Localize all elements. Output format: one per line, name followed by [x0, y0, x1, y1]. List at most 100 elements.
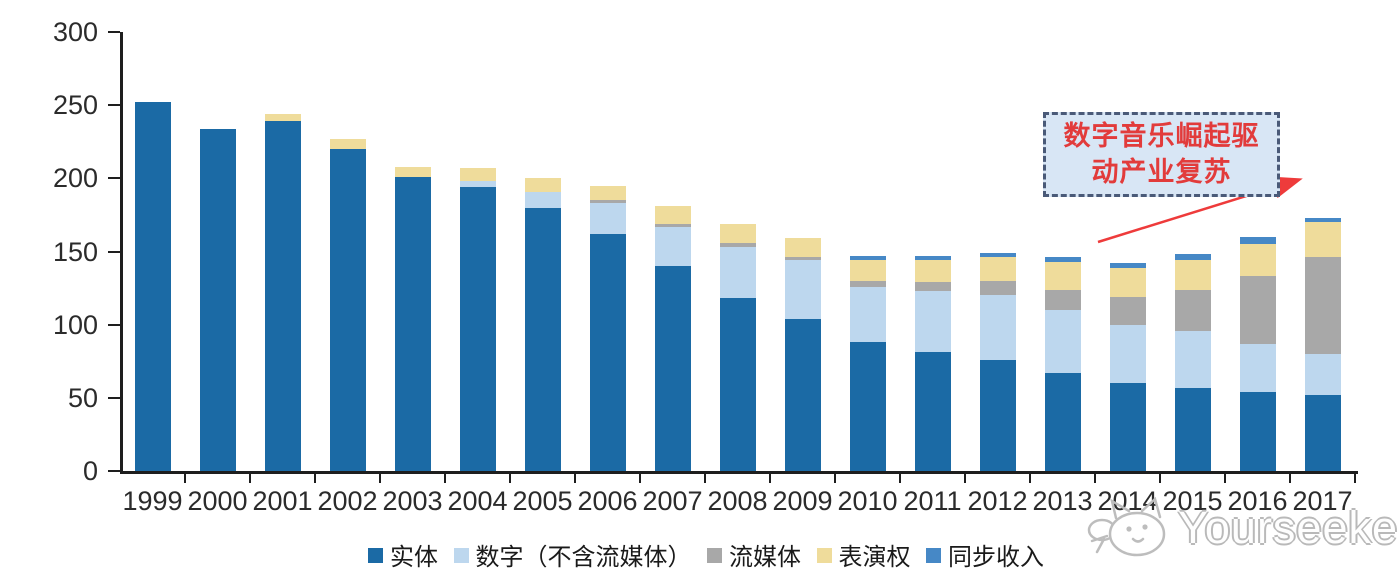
x-tick-label: 2012 — [967, 486, 1028, 516]
bar-segment — [1109, 383, 1146, 471]
bar-segment — [1174, 330, 1211, 388]
x-tick-mark — [444, 474, 446, 483]
bar-segment — [784, 257, 821, 261]
bar-segment — [1239, 391, 1276, 471]
x-tick-label: 1999 — [122, 486, 183, 516]
bar-segment — [459, 168, 496, 182]
bar-segment — [459, 181, 496, 188]
bar-segment — [1239, 236, 1276, 245]
x-tick-mark — [834, 474, 836, 483]
bar-2007 — [654, 0, 691, 471]
x-tick-label: 2007 — [642, 486, 703, 516]
bar-segment — [979, 257, 1016, 281]
x-tick-label: 2000 — [187, 486, 248, 516]
bar-segment — [914, 352, 951, 471]
x-tick-mark — [964, 474, 966, 483]
bar-segment — [719, 223, 756, 243]
legend-label: 实体 — [390, 544, 438, 571]
bar-segment — [264, 113, 301, 122]
bar-segment — [1304, 217, 1341, 223]
bar-2004 — [459, 0, 496, 471]
y-tick-label: 50 — [67, 382, 98, 413]
cat-doodle-icon — [1087, 496, 1166, 557]
x-tick-label: 2004 — [447, 486, 508, 516]
bar-2006 — [589, 0, 626, 471]
legend-item: 表演权 — [816, 537, 911, 572]
y-tick-label: 100 — [52, 309, 98, 340]
bar-segment — [914, 291, 951, 353]
y-tick-label: 200 — [52, 163, 98, 194]
x-tick-label: 2011 — [903, 486, 962, 516]
legend-swatch-icon — [707, 548, 722, 563]
x-tick-label: 2001 — [252, 486, 313, 516]
bar-segment — [719, 298, 756, 471]
bar-segment — [1044, 310, 1081, 373]
bar-segment — [1304, 353, 1341, 395]
x-tick-mark — [314, 474, 316, 483]
x-tick-mark — [1289, 474, 1291, 483]
x-tick-mark — [899, 474, 901, 483]
legend-label: 表演权 — [838, 544, 911, 571]
y-tick-mark — [108, 323, 120, 326]
bar-segment — [134, 102, 171, 471]
y-tick-mark — [108, 31, 120, 33]
bar-2014 — [1109, 0, 1146, 471]
bar-segment — [1044, 261, 1081, 290]
legend-label: 流媒体 — [729, 544, 801, 571]
bar-segment — [784, 238, 821, 258]
bar-segment — [1044, 372, 1081, 471]
x-tick-mark — [574, 474, 576, 483]
y-tick-mark — [108, 177, 120, 180]
bar-segment — [1109, 263, 1146, 268]
bar-segment — [979, 280, 1016, 296]
x-tick-label: 2017 — [1292, 486, 1353, 516]
y-tick-mark — [108, 470, 120, 472]
bar-segment — [849, 342, 886, 471]
bar-segment — [1174, 387, 1211, 471]
legend-item: 同步收入 — [926, 537, 1044, 572]
bar-segment — [979, 295, 1016, 360]
y-tick-label: 0 — [82, 456, 98, 486]
x-tick-label: 2015 — [1162, 486, 1223, 516]
bar-segment — [329, 138, 366, 150]
x-tick-mark — [184, 474, 186, 483]
x-tick-mark — [639, 474, 641, 483]
x-tick-mark — [1159, 474, 1161, 483]
bar-2012 — [979, 0, 1016, 471]
bar-segment — [394, 176, 431, 471]
x-tick-label: 2003 — [382, 486, 443, 516]
annotation-line1: 数字音乐崛起驱 — [1063, 121, 1260, 152]
bar-segment — [914, 255, 951, 261]
bar-segment — [784, 318, 821, 471]
bar-2017 — [1304, 0, 1341, 471]
bar-2000 — [199, 0, 236, 471]
legend-item: 流媒体 — [707, 537, 801, 572]
bar-segment — [394, 166, 431, 177]
bar-segment — [199, 128, 236, 471]
bar-segment — [784, 260, 821, 319]
bar-2005 — [524, 0, 561, 471]
y-tick-mark — [108, 250, 120, 253]
bar-segment — [589, 200, 626, 204]
x-tick-mark — [249, 474, 251, 483]
bar-segment — [1109, 296, 1146, 325]
legend-label: 同步收入 — [948, 544, 1044, 571]
bar-segment — [589, 203, 626, 234]
bar-segment — [264, 121, 301, 471]
bar-segment — [1044, 289, 1081, 311]
bar-2011 — [914, 0, 951, 471]
x-tick-mark — [1029, 474, 1031, 483]
chart-legend: 实体 数字（不含流媒体） 流媒体 表演权 同步收入 — [368, 537, 1044, 572]
bar-1999 — [134, 0, 171, 471]
bar-segment — [1304, 257, 1341, 354]
y-tick-label: 300 — [52, 17, 98, 47]
bar-segment — [719, 242, 756, 248]
bar-2010 — [849, 0, 886, 471]
bar-segment — [914, 282, 951, 292]
x-tick-mark — [769, 474, 771, 483]
x-tick-mark — [379, 474, 381, 483]
bar-2008 — [719, 0, 756, 471]
legend-swatch-icon — [453, 548, 469, 563]
y-tick-mark — [108, 396, 120, 399]
plot-area — [120, 32, 1358, 474]
